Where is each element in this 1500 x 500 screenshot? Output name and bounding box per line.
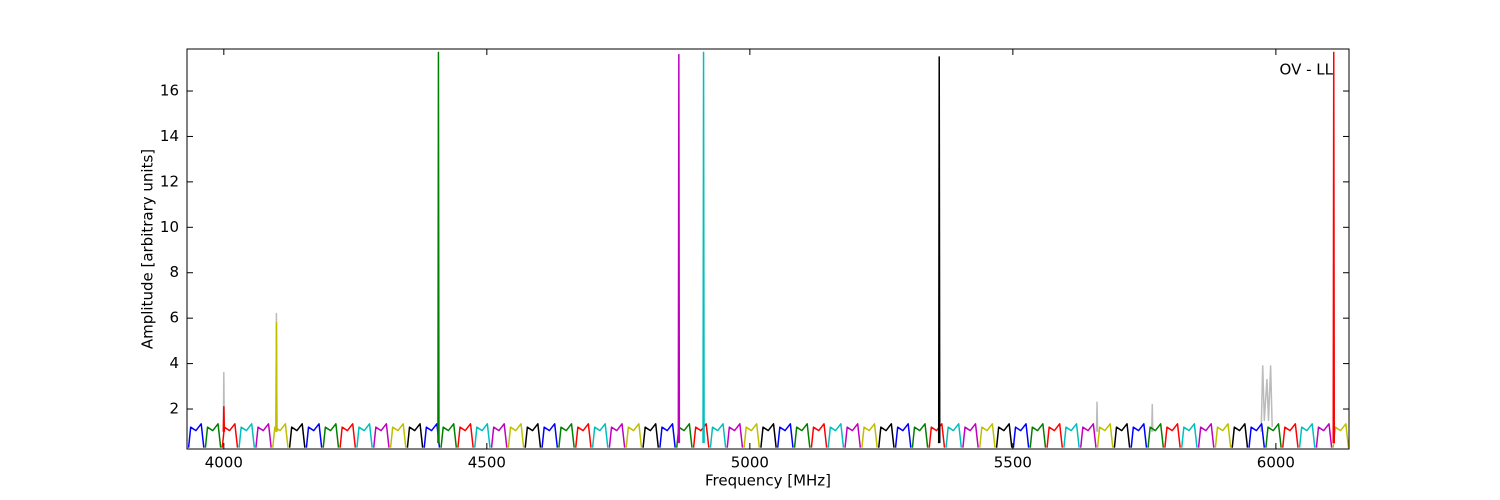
y-tick-label: 12	[160, 172, 179, 190]
y-tick-label: 10	[160, 218, 179, 236]
spectrum-line	[437, 51, 440, 444]
spectrum-line	[187, 423, 1266, 448]
y-tick-label: 8	[169, 263, 179, 281]
y-tick-label: 14	[160, 127, 179, 145]
spectrum-line	[677, 53, 681, 444]
spectrum-line	[222, 406, 226, 432]
x-tick-label: 4000	[205, 454, 243, 472]
axes-frame	[186, 48, 1350, 450]
plot-area	[187, 51, 1349, 448]
spectrum-line	[702, 51, 705, 444]
spectrum-line	[288, 423, 1249, 448]
x-tick-label: 5000	[731, 454, 769, 472]
y-tick-label: 2	[169, 400, 179, 418]
spectrum-line	[204, 423, 1282, 448]
x-tick-label: 4500	[468, 454, 506, 472]
y-tick-label: 4	[169, 354, 179, 372]
spectrum-line	[238, 423, 1316, 448]
x-tick-label: 5500	[994, 454, 1032, 472]
spectrum-line	[221, 423, 1299, 448]
spectrum-line	[275, 321, 278, 432]
y-tick-label: 6	[169, 309, 179, 327]
annotation: OV - LL	[1280, 61, 1334, 79]
spectrum-line	[1332, 51, 1336, 444]
y-axis-label: Amplitude [arbitrary units]	[139, 149, 157, 349]
spectrum-line	[937, 56, 941, 444]
spectrum-line	[271, 423, 1349, 448]
spectrum-line	[255, 423, 1333, 448]
y-tick-label: 16	[160, 82, 179, 100]
x-tick-label: 6000	[1257, 454, 1295, 472]
x-axis-label: Frequency [MHz]	[705, 472, 831, 490]
spectrum-line	[222, 312, 1273, 432]
